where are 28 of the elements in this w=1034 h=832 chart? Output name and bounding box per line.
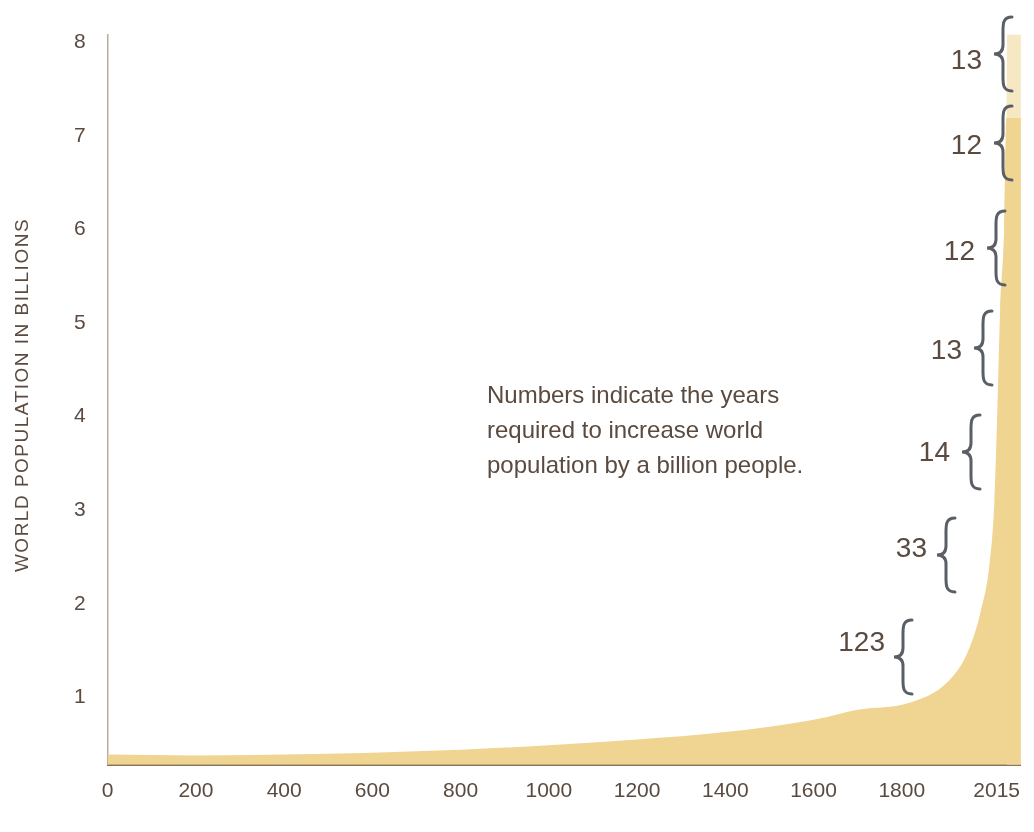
annotation: Numbers indicate the years required to increase world population by a billion people.: [487, 380, 805, 480]
annotation: 13: [950, 44, 982, 76]
annotation: 12: [950, 129, 982, 161]
x-tick-label: 400: [266, 778, 302, 802]
y-tick-label: 1: [73, 684, 86, 708]
annotation: 12: [943, 235, 975, 267]
x-tick-label: 2015: [973, 778, 1020, 802]
y-tick-label: 2: [73, 590, 86, 614]
x-tick-label: 1800: [878, 778, 926, 802]
x-tick-label: 200: [178, 778, 214, 802]
x-tick-label: 1000: [525, 778, 573, 802]
y-tick-label: 5: [73, 309, 86, 333]
x-tick-label: 1600: [790, 778, 837, 802]
y-axis-title: WORLD POPULATION IN BILLIONS: [11, 217, 33, 573]
annotation: 123: [838, 626, 885, 658]
x-tick-label: 800: [443, 778, 479, 802]
x-tick-label: 600: [354, 778, 390, 802]
annotation: 14: [918, 436, 950, 468]
x-tick-label: 1400: [701, 778, 749, 802]
y-tick-label: 8: [73, 28, 86, 52]
y-tick-label: 7: [73, 122, 86, 146]
y-tick-label: 3: [73, 496, 86, 520]
annotation: 13: [930, 334, 962, 366]
y-tick-label: 6: [73, 216, 86, 240]
x-tick-label: 0: [101, 778, 114, 802]
x-tick-label: 1200: [613, 778, 661, 802]
y-tick-label: 4: [73, 403, 86, 427]
annotation: 33: [895, 532, 927, 564]
